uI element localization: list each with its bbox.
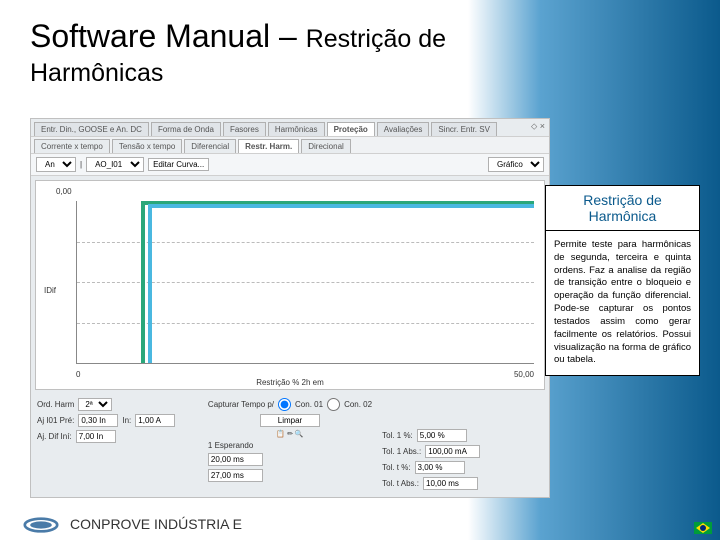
in-label: In: — [122, 416, 131, 425]
chart-area: 0,00 IDif 0 50,00 Restrição % 2h em — [35, 180, 545, 390]
channel-select[interactable]: AO_I01 — [86, 157, 144, 172]
con01-label: Con. 01 — [295, 400, 323, 409]
close-icon[interactable]: ⬦ × — [531, 121, 545, 132]
bottom-panel: Ord. Harm 2ª Aj I01 Pré: In: Aj. Dif Iní… — [31, 394, 549, 497]
y-tick-top: 0,00 — [56, 187, 72, 196]
grafico-select[interactable]: Gráfico — [488, 157, 544, 172]
hgrid-line — [77, 242, 534, 243]
con02-radio[interactable] — [327, 398, 340, 411]
tab-avaliacoes[interactable]: Avaliações — [377, 122, 430, 136]
capturar-label: Capturar Tempo p/ — [208, 400, 274, 409]
flag-icon — [694, 522, 712, 534]
subtab-tensao[interactable]: Tensão x tempo — [112, 139, 182, 153]
y-axis-label: IDif — [44, 286, 56, 295]
subtab-corrente[interactable]: Corrente x tempo — [34, 139, 110, 153]
tab-sincr[interactable]: Sincr. Entr. SV — [431, 122, 497, 136]
tol1pct-label: Tol. 1 %: — [382, 431, 413, 440]
sub-tab-bar: Corrente x tempo Tensão x tempo Diferenc… — [31, 136, 549, 153]
aj-i01-input[interactable] — [78, 414, 118, 427]
hgrid-line — [77, 282, 534, 283]
subtab-diferencial[interactable]: Diferencial — [184, 139, 236, 153]
aj-dif-input[interactable] — [76, 430, 116, 443]
tab-entradas[interactable]: Entr. Din., GOOSE e An. DC — [34, 122, 149, 136]
tab-protecao[interactable]: Proteção — [327, 122, 375, 136]
aj-i01-label: Aj I01 Pré: — [37, 416, 74, 425]
tol1pct-input[interactable] — [417, 429, 467, 442]
con01-radio[interactable] — [278, 398, 291, 411]
tol-t-abs-label: Tol. t Abs.: — [382, 479, 419, 488]
tol-t-pct-label: Tol. t %: — [382, 463, 410, 472]
hgrid-line — [77, 323, 534, 324]
an-select[interactable]: An — [36, 157, 76, 172]
slide-title: Software Manual – Restrição de Harmônica… — [0, 0, 720, 93]
t2-input[interactable] — [208, 469, 263, 482]
tol-t-pct-input[interactable] — [415, 461, 465, 474]
toolbar-sep: | — [80, 160, 82, 169]
title-sub2: Harmônicas — [30, 59, 690, 88]
tol1abs-input[interactable] — [425, 445, 480, 458]
callout-box: Restrição de Harmônica Permite teste par… — [545, 185, 700, 376]
tab-harmonicas[interactable]: Harmônicas — [268, 122, 325, 136]
tab-fasores[interactable]: Fasores — [223, 122, 266, 136]
tol1abs-label: Tol. 1 Abs.: — [382, 447, 421, 456]
callout-title: Restrição de Harmônica — [546, 186, 699, 231]
ord-harm-select[interactable]: 2ª — [78, 398, 112, 411]
chart-toolbar: An | AO_I01 Editar Curva... Gráfico — [31, 153, 549, 176]
app-window: ⬦ × Entr. Din., GOOSE e An. DC Forma de … — [30, 118, 550, 498]
con02-label: Con. 02 — [344, 400, 372, 409]
callout-body: Permite teste para harmônicas de segunda… — [546, 231, 699, 375]
logo-icon — [22, 516, 60, 534]
edit-curve-button[interactable]: Editar Curva... — [148, 158, 209, 171]
status-label: 1 Esperando — [208, 441, 253, 450]
footer-text: CONPROVE INDÚSTRIA E — [70, 516, 242, 532]
block-vertical-2 — [148, 203, 152, 363]
title-main: Software Manual – — [30, 18, 306, 54]
block-vertical-1 — [141, 201, 145, 363]
subtab-direcional[interactable]: Direcional — [301, 139, 351, 153]
limpar-button[interactable]: Limpar — [260, 414, 320, 427]
in-input[interactable] — [135, 414, 175, 427]
tab-forma-onda[interactable]: Forma de Onda — [151, 122, 221, 136]
plot-inner — [76, 201, 534, 364]
title-sub1: Restrição de — [306, 25, 446, 53]
subtab-restr-harm[interactable]: Restr. Harm. — [238, 139, 299, 153]
title-line-1: Software Manual – Restrição de — [30, 18, 690, 55]
ord-harm-label: Ord. Harm — [37, 400, 74, 409]
main-tab-bar: Entr. Din., GOOSE e An. DC Forma de Onda… — [31, 119, 549, 136]
aj-dif-label: Aj. Dif Iní: — [37, 432, 72, 441]
t1-input[interactable] — [208, 453, 263, 466]
block-horizontal-2 — [148, 204, 534, 208]
tol-t-abs-input[interactable] — [423, 477, 478, 490]
x-axis-label: Restrição % 2h em — [36, 378, 544, 387]
